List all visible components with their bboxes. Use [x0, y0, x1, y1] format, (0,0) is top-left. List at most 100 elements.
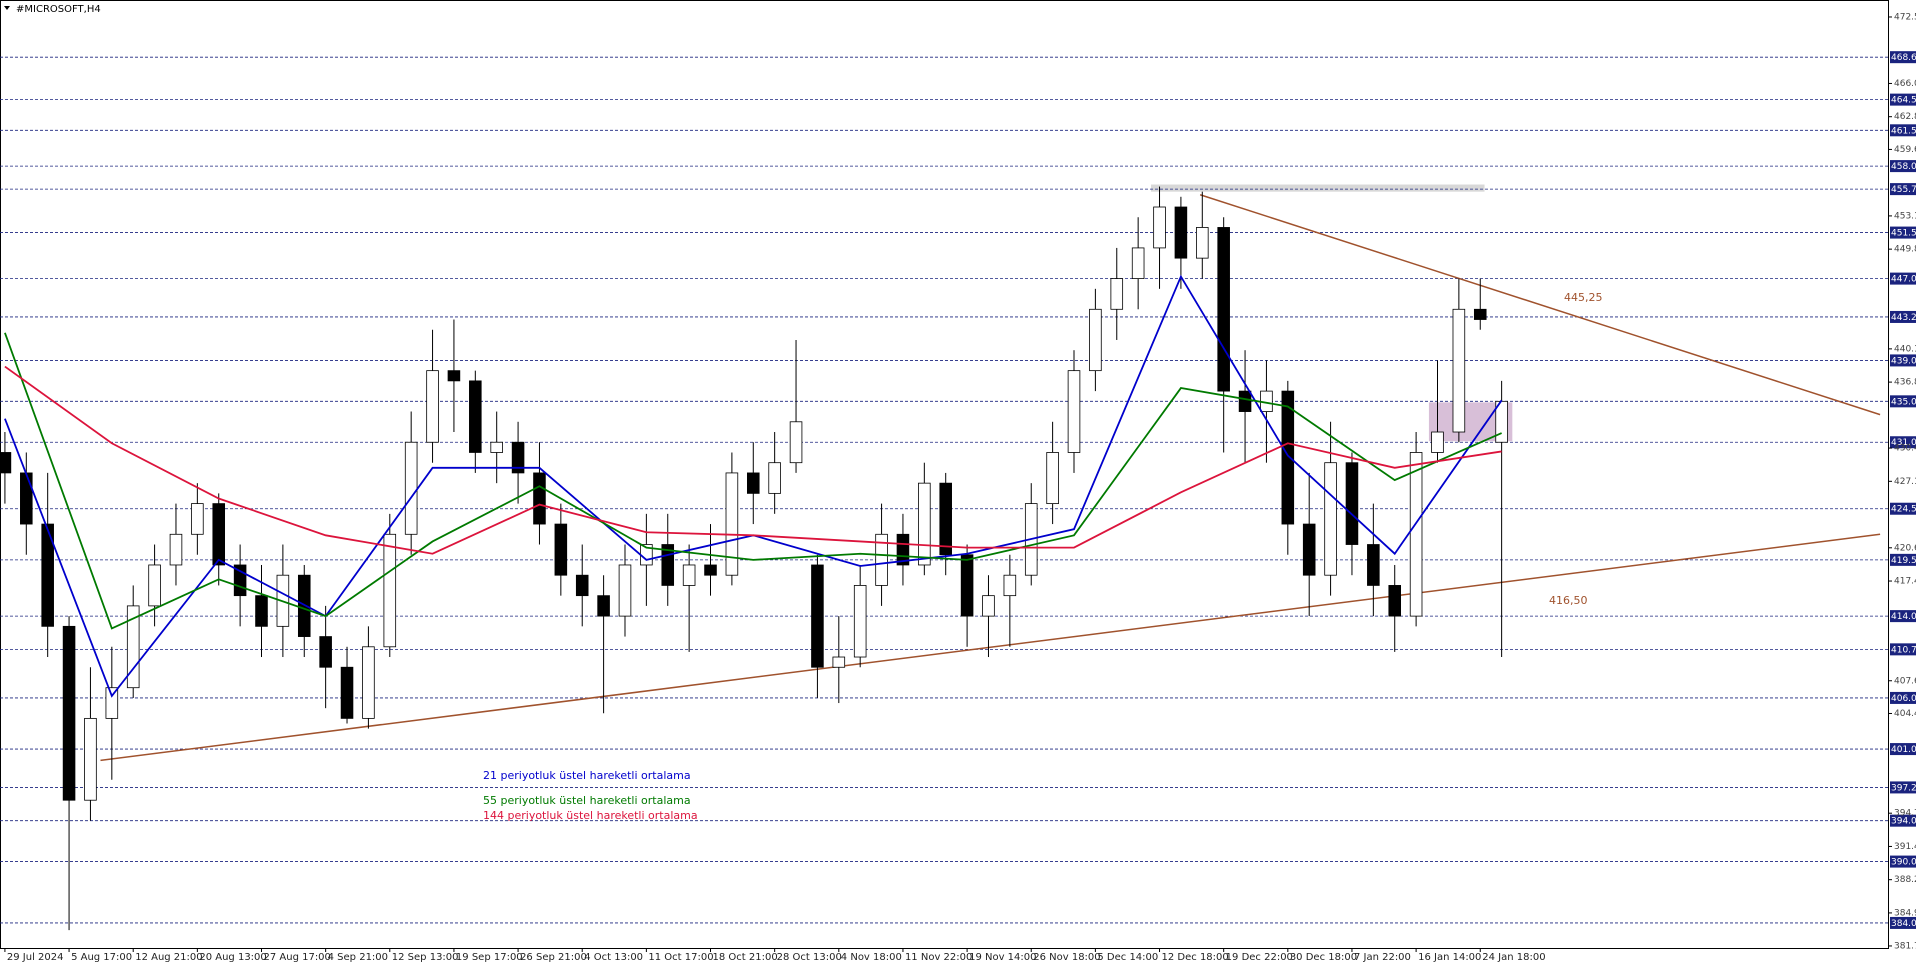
level-label-box — [1890, 643, 1916, 656]
y-tick-label: 404.48 — [1894, 709, 1916, 719]
candle-body — [875, 533, 888, 586]
candle-body — [212, 503, 226, 566]
y-tick-label: 462.83 — [1894, 112, 1916, 122]
x-tick-label: 11 Nov 22:00 — [905, 952, 972, 963]
candle-body — [426, 370, 439, 443]
x-tick-label: 19 Sep 17:00 — [456, 952, 523, 963]
level-label: 397.25 — [1891, 783, 1916, 793]
x-tick-label: 30 Dec 18:00 — [1290, 952, 1357, 963]
level-label-box — [1890, 272, 1916, 285]
candle-body — [20, 472, 33, 525]
y-tick-label: 440.13 — [1894, 344, 1916, 354]
candle-body — [1473, 308, 1487, 320]
y-tick-label: 384.98 — [1894, 908, 1916, 918]
candle-body — [1367, 544, 1380, 586]
level-label: 401.00 — [1891, 745, 1916, 755]
candle-body — [533, 472, 546, 525]
level-label-box — [1890, 855, 1916, 868]
level-label: 406.00 — [1891, 694, 1916, 704]
candle-body — [447, 370, 461, 382]
candle-body — [255, 595, 268, 627]
candle-body — [1046, 452, 1059, 505]
candle-body — [832, 656, 846, 668]
candle-body — [1431, 431, 1444, 453]
x-tick-label: 26 Nov 18:00 — [1033, 952, 1100, 963]
zone — [1150, 184, 1485, 192]
candle-body — [297, 574, 311, 637]
level-label-box — [1890, 691, 1916, 704]
y-tick-label: 472.58 — [1894, 12, 1916, 22]
y-tick-label: 453.13 — [1894, 211, 1916, 221]
candle-body — [319, 636, 332, 668]
x-tick-label: 27 Aug 17:00 — [263, 952, 330, 963]
candle-body — [618, 564, 632, 617]
x-tick-label: 7 Jan 22:00 — [1354, 952, 1411, 963]
candle-body — [1153, 206, 1166, 249]
level-label: 451.50 — [1891, 229, 1916, 239]
candle-body — [896, 533, 910, 566]
level-label-box — [1890, 226, 1916, 239]
candle-body — [41, 523, 54, 627]
y-tick-label: 449.88 — [1894, 245, 1916, 255]
legend-entry: 144 periyotluk üstel hareketli ortalama — [483, 809, 698, 822]
level-label-box — [1890, 160, 1916, 173]
candle-body — [1217, 227, 1230, 392]
y-tick-label: 381.75 — [1894, 941, 1916, 951]
y-tick-label: 430.43 — [1894, 444, 1916, 454]
level-label: 390.00 — [1891, 858, 1916, 868]
x-tick-label: 12 Sep 13:00 — [392, 952, 459, 963]
candle-body — [853, 585, 867, 658]
x-tick-label: 5 Aug 17:00 — [71, 952, 132, 963]
level-label-box — [1890, 610, 1916, 623]
level-label: 455.75 — [1891, 185, 1916, 195]
y-tick-label: 394.73 — [1894, 809, 1916, 819]
level-label: 458.00 — [1891, 162, 1916, 172]
level-label-box — [1890, 183, 1916, 196]
x-tick-label: 12 Aug 21:00 — [135, 952, 202, 963]
level-label: 419.50 — [1891, 556, 1916, 566]
candle-body — [597, 595, 610, 617]
y-tick-label: 436.88 — [1894, 378, 1916, 388]
x-tick-label: 18 Oct 21:00 — [713, 952, 778, 963]
x-tick-label: 26 Sep 21:00 — [520, 952, 587, 963]
level-label-box — [1890, 93, 1916, 106]
candle-body — [1452, 308, 1466, 433]
level-label: 461.50 — [1891, 126, 1916, 136]
candle-body — [725, 472, 739, 576]
candle-body — [1409, 452, 1423, 617]
plot-frame — [0, 0, 1889, 949]
x-tick-label: 20 Aug 13:00 — [199, 952, 266, 963]
legend-entry: 21 periyotluk üstel hareketli ortalama — [483, 769, 691, 782]
level-label-box — [1890, 310, 1916, 323]
level-label-box — [1890, 354, 1916, 367]
candle-body — [1238, 390, 1252, 412]
candle-body — [1388, 585, 1402, 617]
y-tick-label: 459.63 — [1894, 145, 1916, 155]
level-label: 410.75 — [1891, 645, 1916, 655]
candle-body — [982, 595, 995, 617]
level-label-box — [1890, 814, 1916, 827]
candle-body — [1196, 227, 1209, 259]
legend-entry: 55 periyotluk üstel hareketli ortalama — [483, 794, 691, 807]
chart-title: #MICROSOFT,H4 — [16, 4, 101, 15]
candle-body — [1067, 370, 1081, 453]
level-label-box — [1890, 124, 1916, 137]
y-tick-label: 427.18 — [1894, 477, 1916, 487]
level-label: 468.65 — [1891, 53, 1916, 63]
level-label: 414.00 — [1891, 612, 1916, 622]
candle-body — [768, 462, 781, 494]
moving-average — [4, 332, 1502, 630]
x-tick-label: 12 Dec 18:00 — [1162, 952, 1229, 963]
x-tick-label: 4 Oct 13:00 — [584, 952, 643, 963]
candle-body — [84, 717, 97, 801]
candle-body — [1302, 523, 1316, 576]
candle-body — [1089, 308, 1102, 372]
level-label: 443.25 — [1891, 313, 1916, 323]
y-tick-label: 417.43 — [1894, 577, 1916, 587]
x-tick-label: 28 Oct 13:00 — [777, 952, 842, 963]
candle-body — [148, 564, 161, 607]
candle-body — [0, 452, 12, 474]
candle-body — [490, 441, 503, 453]
level-label: 431.00 — [1891, 438, 1916, 448]
candle-body — [105, 687, 119, 719]
